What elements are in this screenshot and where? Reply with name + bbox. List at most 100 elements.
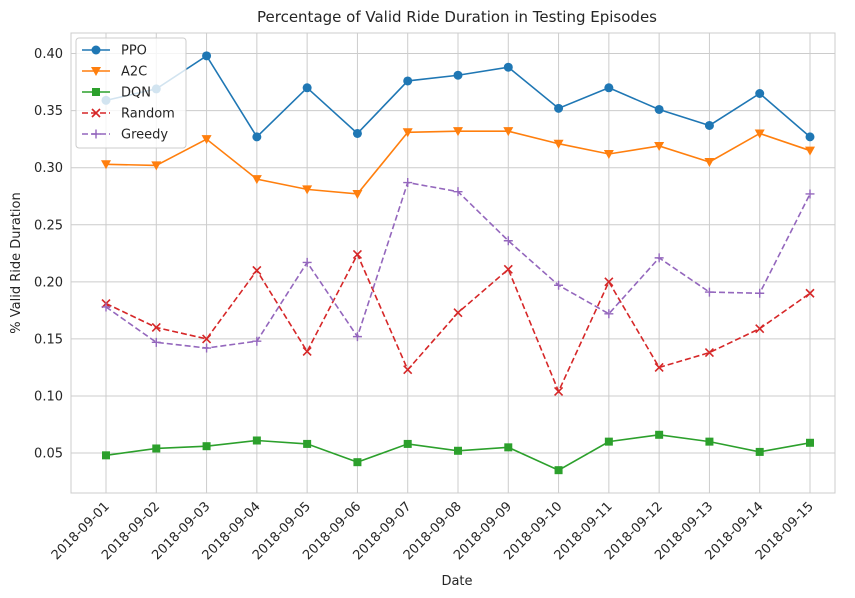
data-point-greedy	[202, 343, 212, 353]
legend-marker-dqn	[92, 88, 100, 96]
x-tick-labels: 2018-09-012018-09-022018-09-032018-09-04…	[49, 499, 817, 563]
data-point-greedy	[654, 253, 664, 263]
data-point-dqn	[604, 437, 613, 446]
y-tick-label: 0.05	[34, 447, 63, 462]
data-point-dqn	[202, 442, 211, 451]
data-point-dqn	[454, 446, 462, 455]
data-point-a2c	[603, 149, 614, 159]
data-point-dqn	[152, 444, 161, 453]
plot-area	[70, 32, 836, 494]
data-point-dqn	[806, 438, 814, 447]
legend-label-ppo: PPO	[121, 44, 147, 59]
series-random	[101, 249, 815, 396]
data-point-ppo	[252, 132, 262, 142]
data-point-random	[704, 348, 714, 358]
y-tick-labels: 0.05 0.10 0.15 0.20 0.25 0.30 0.35 0.40	[34, 47, 63, 462]
data-point-dqn	[353, 458, 362, 467]
data-point-dqn	[252, 436, 261, 445]
data-point-ppo	[755, 88, 765, 98]
data-point-random	[202, 334, 212, 344]
y-tick-label: 0.15	[34, 332, 63, 347]
y-tick-label: 0.10	[34, 389, 63, 404]
data-point-random	[554, 386, 564, 396]
data-point-random	[805, 288, 815, 298]
data-point-greedy	[604, 309, 614, 319]
data-point-greedy	[252, 336, 262, 346]
data-point-ppo	[503, 62, 513, 72]
data-point-a2c	[553, 139, 564, 149]
data-point-a2c	[201, 135, 212, 145]
data-point-random	[604, 277, 614, 287]
data-point-dqn	[705, 437, 714, 446]
data-point-ppo	[352, 128, 362, 138]
data-point-random	[352, 249, 362, 260]
data-point-greedy	[302, 257, 312, 267]
data-point-random	[453, 308, 463, 318]
data-point-random	[302, 346, 312, 357]
y-axis-title: % Valid Ride Duration	[9, 192, 24, 333]
data-point-greedy	[453, 187, 463, 197]
data-point-ppo	[403, 76, 413, 86]
data-point-a2c	[101, 160, 111, 170]
chart-title: Percentage of Valid Ride Duration in Tes…	[257, 8, 657, 26]
data-point-ppo	[654, 104, 664, 114]
legend: PPO A2C DQN Random Greedy	[75, 37, 187, 149]
legend-label-dqn: DQN	[121, 86, 151, 101]
data-point-random	[252, 265, 262, 275]
data-point-dqn	[303, 439, 312, 448]
y-tick-label: 0.35	[34, 104, 63, 119]
data-point-a2c	[402, 128, 413, 138]
legend-label-a2c: A2C	[121, 65, 147, 80]
data-point-a2c	[654, 142, 665, 152]
data-point-ppo	[805, 132, 815, 142]
data-point-greedy	[554, 280, 564, 290]
data-point-random	[654, 362, 664, 373]
data-point-dqn	[504, 443, 513, 452]
data-point-greedy	[352, 332, 362, 342]
y-tick-label: 0.40	[34, 47, 63, 62]
series-a2c	[101, 127, 815, 199]
series-dqn	[102, 430, 814, 475]
data-point-random	[755, 324, 765, 334]
data-point-greedy	[151, 337, 161, 347]
data-point-a2c	[503, 127, 514, 137]
data-point-ppo	[704, 120, 714, 130]
y-grid	[71, 53, 835, 454]
data-point-ppo	[604, 83, 614, 93]
data-point-a2c	[302, 185, 313, 195]
data-point-a2c	[352, 189, 363, 199]
legend-label-random: Random	[121, 107, 175, 122]
data-point-a2c	[754, 129, 765, 139]
data-point-a2c	[251, 175, 262, 185]
legend-label-greedy: Greedy	[121, 128, 168, 143]
data-point-a2c	[453, 127, 463, 137]
data-point-greedy	[403, 178, 413, 188]
y-tick-label: 0.30	[34, 161, 63, 176]
y-tick-label: 0.20	[34, 275, 63, 290]
data-point-dqn	[102, 451, 110, 460]
y-tick-label: 0.25	[34, 218, 63, 233]
data-point-greedy	[704, 287, 714, 297]
data-point-greedy	[101, 302, 111, 312]
data-point-ppo	[453, 70, 463, 80]
data-point-dqn	[554, 466, 563, 475]
data-point-dqn	[655, 430, 664, 439]
data-point-random	[503, 264, 513, 274]
legend-marker-greedy	[91, 129, 101, 139]
data-point-ppo	[554, 103, 564, 113]
legend-marker-random	[91, 108, 101, 118]
data-point-greedy	[755, 288, 765, 298]
data-point-greedy	[503, 236, 513, 246]
data-point-greedy	[805, 189, 815, 199]
data-point-ppo	[302, 83, 312, 93]
data-point-random	[403, 365, 413, 375]
data-point-dqn	[755, 447, 764, 456]
data-point-a2c	[805, 146, 815, 156]
data-point-ppo	[202, 51, 212, 61]
legend-marker-ppo	[91, 45, 101, 55]
data-point-a2c	[704, 157, 715, 167]
data-point-a2c	[151, 161, 162, 171]
data-point-dqn	[403, 439, 412, 448]
x-axis-title: Date	[441, 574, 472, 589]
